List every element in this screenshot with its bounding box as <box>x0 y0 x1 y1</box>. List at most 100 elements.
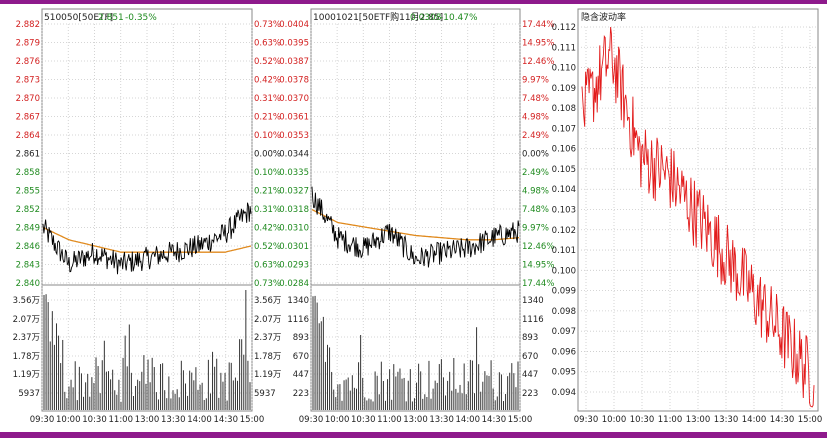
p1-pct-label: 0.31% <box>254 94 281 104</box>
p3-iv-label: 0.100 <box>552 266 576 276</box>
p1-time-label: 11:00 <box>109 415 134 425</box>
p3-iv-label: 0.106 <box>552 145 576 155</box>
p2-price-label: 0.0387 <box>279 57 309 67</box>
p2-time-label: 11:00 <box>377 415 402 425</box>
panel2-option[interactable]: 10001021[50ETF购11月2.85] 0.0308 -10.47% 0… <box>279 8 554 425</box>
p3-iv-label: 0.095 <box>552 368 576 378</box>
panel2-volume-axis-left: 1340 1116 893 670 447 223 <box>287 296 309 399</box>
p2-pct-label: 17.44% <box>522 279 554 289</box>
p3-iv-label: 0.105 <box>552 165 576 175</box>
p2-vol-label: 447 <box>293 370 309 380</box>
p2-pct-label: 14.95% <box>522 39 554 49</box>
p1-vol-label: 1.19万 <box>254 370 281 380</box>
panel3-iv-axis: 0.112 0.111 0.110 0.109 0.108 0.107 0.106 0.105… <box>552 23 576 398</box>
p1-pct-label: 0.00% <box>254 150 281 160</box>
p2-vol-label: 447 <box>522 370 538 380</box>
p2-price-label: 0.0310 <box>279 224 309 234</box>
panel1-etf[interactable]: 510050[50ETF] 2.851 -0.35% 2.8822.8792.8… <box>13 8 282 425</box>
panel2-price-line <box>311 186 520 268</box>
p3-iv-label: 0.109 <box>552 84 576 94</box>
panel1-volume-bars <box>43 290 251 410</box>
p3-iv-label: 0.096 <box>552 347 576 357</box>
p1-pct-label: 0.42% <box>254 224 281 234</box>
p1-price-label: 2.873 <box>16 76 40 86</box>
panel3-iv-line <box>581 26 815 408</box>
p1-price-label: 2.861 <box>16 150 40 160</box>
p2-price-label: 0.0353 <box>279 131 309 141</box>
panel1-code: 510050[50ETF] <box>44 13 113 23</box>
p1-time-label: 14:00 <box>187 415 212 425</box>
p1-pct-label: 0.52% <box>254 242 281 252</box>
p3-time-label: 10:00 <box>602 415 627 425</box>
p1-vol-label: 2.07万 <box>254 315 281 325</box>
p2-price-label: 0.0284 <box>279 279 309 289</box>
p1-pct-label: 0.63% <box>254 39 281 49</box>
p2-pct-label: 9.97% <box>522 224 549 234</box>
p1-time-label: 13:30 <box>161 415 186 425</box>
p3-time-label: 11:00 <box>658 415 683 425</box>
p2-pct-label: 17.44% <box>522 20 554 30</box>
panel1-grid <box>41 23 253 410</box>
p2-time-label: 13:30 <box>429 415 454 425</box>
p2-price-label: 0.0344 <box>279 150 309 160</box>
p3-iv-label: 0.108 <box>552 104 576 114</box>
p1-time-label: 13:00 <box>135 415 160 425</box>
p1-time-label: 15:00 <box>240 415 265 425</box>
p1-vol-label: 3.56万 <box>254 296 281 306</box>
p1-price-label: 2.864 <box>16 131 40 141</box>
p1-price-label: 2.855 <box>16 187 40 197</box>
p2-pct-label: 12.46% <box>522 57 554 67</box>
p2-vol-label: 670 <box>522 352 538 362</box>
p1-pct-label: 0.42% <box>254 76 281 86</box>
panel1-price-axis: 2.882 2.879 2.876 2.873 2.870 2.867 2.864 2.861… <box>16 20 40 289</box>
p1-vol-label: 2.37万 <box>254 333 281 343</box>
p1-time-label: 10:00 <box>56 415 81 425</box>
p1-price-label: 2.879 <box>16 39 40 49</box>
p1-pct-label: 0.21% <box>254 113 281 123</box>
p2-price-label: 0.0301 <box>279 242 309 252</box>
p2-vol-label: 223 <box>293 389 309 399</box>
p1-price-label: 2.858 <box>16 168 40 178</box>
panel2-grid <box>310 23 521 410</box>
panel3-title: 隐含波动率 <box>581 11 626 23</box>
p1-pct-label: 0.73% <box>254 279 281 289</box>
p2-pct-label: 7.48% <box>522 94 549 104</box>
p1-pct-label: 0.63% <box>254 261 281 271</box>
p1-pct-label: 0.73% <box>254 20 281 30</box>
panel2-time-axis: 09:30 10:00 10:30 11:00 13:00 13:30 14:00 14:30… <box>299 415 533 425</box>
p1-price-label: 2.840 <box>16 279 40 289</box>
p2-pct-label: 4.98% <box>522 113 549 123</box>
p1-time-label: 10:30 <box>82 415 107 425</box>
panel2-volume-axis-right: 1340 1116 893 670 447 223 <box>522 296 544 399</box>
p2-vol-label: 223 <box>522 389 538 399</box>
panel1-price-line <box>42 202 252 275</box>
p1-vol-label: 3.56万 <box>13 296 40 306</box>
p2-time-label: 14:00 <box>456 415 481 425</box>
p2-pct-label: 14.95% <box>522 261 554 271</box>
p2-vol-label: 1340 <box>287 296 309 306</box>
top-frame-bar <box>0 0 827 4</box>
p2-pct-label: 2.49% <box>522 131 549 141</box>
p3-time-label: 13:30 <box>714 415 739 425</box>
p3-iv-label: 0.097 <box>552 327 576 337</box>
p3-iv-label: 0.101 <box>552 246 576 256</box>
p2-vol-label: 893 <box>293 333 309 343</box>
p3-iv-label: 0.112 <box>552 23 576 33</box>
p2-price-label: 0.0335 <box>279 168 309 178</box>
p3-iv-label: 0.099 <box>552 287 576 297</box>
p1-price-label: 2.849 <box>16 224 40 234</box>
p2-price-label: 0.0370 <box>279 94 309 104</box>
p3-time-label: 15:00 <box>798 415 823 425</box>
p2-pct-label: 0.00% <box>522 150 549 160</box>
p3-iv-label: 0.102 <box>552 226 576 236</box>
panel1-time-axis: 09:30 10:00 10:30 11:00 13:00 13:30 14:00 14:30… <box>30 415 265 425</box>
panel2-price-axis: 0.0404 0.0395 0.0387 0.0378 0.0370 0.0361 0.03… <box>279 20 309 289</box>
p1-time-label: 09:30 <box>30 415 55 425</box>
panel3-iv[interactable]: 隐含波动率 0.112 0.111 0.110 0.109 0.108 0.107 0.10… <box>552 8 823 425</box>
p2-time-label: 09:30 <box>299 415 324 425</box>
p2-vol-label: 1116 <box>287 315 309 325</box>
panel1-volume-axis-left: 3.56万 2.07万 2.37万 1.78万 1.19万 5937 <box>13 296 40 399</box>
p2-vol-label: 670 <box>293 352 309 362</box>
p2-price-label: 0.0327 <box>279 187 309 197</box>
